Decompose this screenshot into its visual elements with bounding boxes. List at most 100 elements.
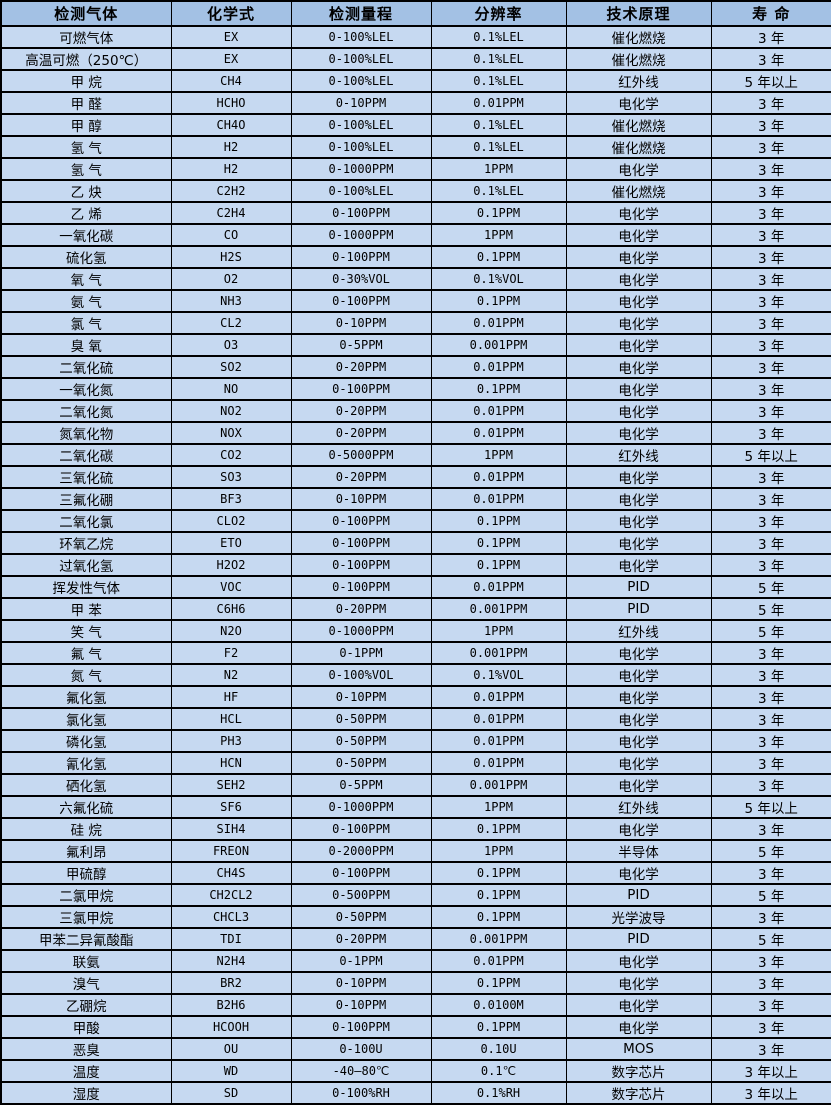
cell-formula: NOX	[170, 421, 292, 445]
column-header-technology: 技术原理	[565, 0, 712, 27]
cell-lifespan: 3 年	[710, 817, 831, 841]
cell-resolution: 0.01PPM	[430, 355, 567, 379]
cell-principle: 数字芯片	[565, 1059, 712, 1083]
cell-lifespan: 3 年	[710, 91, 831, 115]
cell-gas-name: 甲 苯	[0, 597, 172, 621]
cell-range: 0-50PPM	[290, 905, 432, 929]
cell-formula: CH2CL2	[170, 883, 292, 907]
cell-principle: 电化学	[565, 861, 712, 885]
cell-principle: 催化燃烧	[565, 179, 712, 203]
cell-gas-name: 氢 气	[0, 157, 172, 181]
table-row: 氧 气 O2 0-30%VOL 0.1%VOL 电化学 3 年	[0, 267, 831, 291]
table-row: 挥发性气体 VOC 0-100PPM 0.01PPM PID 5 年	[0, 575, 831, 599]
cell-range: 0-10PPM	[290, 971, 432, 995]
cell-resolution: 0.001PPM	[430, 773, 567, 797]
table-row: 三氯甲烷 CHCL3 0-50PPM 0.1PPM 光学波导 3 年	[0, 905, 831, 929]
cell-resolution: 0.1PPM	[430, 883, 567, 907]
cell-range: 0-5PPM	[290, 333, 432, 357]
table-row: 一氧化碳 CO 0-1000PPM 1PPM 电化学 3 年	[0, 223, 831, 247]
cell-resolution: 0.1%LEL	[430, 113, 567, 137]
cell-lifespan: 3 年	[710, 949, 831, 973]
cell-gas-name: 甲苯二异氰酸酯	[0, 927, 172, 951]
cell-range: 0-10PPM	[290, 685, 432, 709]
cell-range: 0-100U	[290, 1037, 432, 1061]
table-row: 甲 苯 C6H6 0-20PPM 0.001PPM PID 5 年	[0, 597, 831, 621]
cell-principle: 电化学	[565, 993, 712, 1017]
cell-resolution: 0.01PPM	[430, 751, 567, 775]
cell-resolution: 0.01PPM	[430, 707, 567, 731]
table-row: 六氟化硫 SF6 0-1000PPM 1PPM 红外线 5 年以上	[0, 795, 831, 819]
table-row: 恶臭 OU 0-100U 0.10U MOS 3 年	[0, 1037, 831, 1061]
cell-resolution: 0.01PPM	[430, 575, 567, 599]
cell-resolution: 0.10U	[430, 1037, 567, 1061]
cell-range: 0-20PPM	[290, 355, 432, 379]
table-row: 氯 气 CL2 0-10PPM 0.01PPM 电化学 3 年	[0, 311, 831, 335]
cell-range: 0-100PPM	[290, 289, 432, 313]
cell-formula: NO	[170, 377, 292, 401]
column-header-chemical-formula: 化学式	[170, 0, 292, 27]
cell-lifespan: 5 年以上	[710, 69, 831, 93]
table-row: 乙硼烷 B2H6 0-10PPM 0.0100M 电化学 3 年	[0, 993, 831, 1017]
cell-lifespan: 3 年	[710, 641, 831, 665]
cell-formula: C6H6	[170, 597, 292, 621]
table-row: 三氟化硼 BF3 0-10PPM 0.01PPM 电化学 3 年	[0, 487, 831, 511]
table-row: 可燃气体 EX 0-100%LEL 0.1%LEL 催化燃烧 3 年	[0, 25, 831, 49]
cell-lifespan: 3 年	[710, 1037, 831, 1061]
header-row: 检测气体 化学式 检测量程 分辨率 技术原理寿 命	[0, 0, 831, 27]
cell-formula: NO2	[170, 399, 292, 423]
cell-gas-name: 湿度	[0, 1081, 172, 1105]
cell-principle: 电化学	[565, 729, 712, 753]
cell-principle: 催化燃烧	[565, 113, 712, 137]
cell-gas-name: 二氧化氯	[0, 509, 172, 533]
cell-formula: CH4O	[170, 113, 292, 137]
cell-range: 0-1000PPM	[290, 795, 432, 819]
cell-resolution: 0.1%LEL	[430, 69, 567, 93]
cell-lifespan: 5 年	[710, 575, 831, 599]
cell-range: 0-100%LEL	[290, 113, 432, 137]
cell-principle: 电化学	[565, 267, 712, 291]
cell-range: 0-10PPM	[290, 91, 432, 115]
cell-formula: HCOOH	[170, 1015, 292, 1039]
cell-range: 0-100%LEL	[290, 25, 432, 49]
table-row: 二氧化氮 NO2 0-20PPM 0.01PPM 电化学 3 年	[0, 399, 831, 423]
cell-range: 0-5000PPM	[290, 443, 432, 467]
cell-resolution: 0.01PPM	[430, 421, 567, 445]
table-row: 二氧化硫 SO2 0-20PPM 0.01PPM 电化学 3 年	[0, 355, 831, 379]
cell-lifespan: 3 年	[710, 531, 831, 555]
cell-formula: H2S	[170, 245, 292, 269]
cell-principle: 电化学	[565, 553, 712, 577]
cell-resolution: 1PPM	[430, 443, 567, 467]
cell-lifespan: 5 年以上	[710, 443, 831, 467]
cell-resolution: 0.1%VOL	[430, 267, 567, 291]
column-header-detection-range: 检测量程	[290, 0, 432, 27]
table-row: 高温可燃（250℃） EX 0-100%LEL 0.1%LEL 催化燃烧 3 年	[0, 47, 831, 71]
cell-principle: 红外线	[565, 443, 712, 467]
cell-range: 0-20PPM	[290, 927, 432, 951]
cell-lifespan: 3 年以上	[710, 1059, 831, 1083]
cell-range: 0-20PPM	[290, 421, 432, 445]
cell-formula: HF	[170, 685, 292, 709]
cell-formula: F2	[170, 641, 292, 665]
cell-resolution: 0.1PPM	[430, 289, 567, 313]
cell-principle: 电化学	[565, 223, 712, 247]
cell-resolution: 0.1%LEL	[430, 179, 567, 203]
cell-principle: 电化学	[565, 465, 712, 489]
cell-lifespan: 5 年	[710, 883, 831, 907]
cell-resolution: 0.1PPM	[430, 245, 567, 269]
cell-lifespan: 3 年	[710, 179, 831, 203]
cell-lifespan: 3 年	[710, 509, 831, 533]
cell-gas-name: 三氟化硼	[0, 487, 172, 511]
cell-principle: 电化学	[565, 707, 712, 731]
cell-range: 0-100%LEL	[290, 135, 432, 159]
table-row: 甲 醇 CH4O 0-100%LEL 0.1%LEL 催化燃烧 3 年	[0, 113, 831, 137]
cell-range: 0-10PPM	[290, 487, 432, 511]
cell-formula: C2H2	[170, 179, 292, 203]
cell-principle: PID	[565, 575, 712, 599]
cell-formula: PH3	[170, 729, 292, 753]
cell-lifespan: 3 年	[710, 993, 831, 1017]
cell-principle: 电化学	[565, 289, 712, 313]
cell-formula: N2O	[170, 619, 292, 643]
cell-principle: 电化学	[565, 399, 712, 423]
cell-gas-name: 甲 烷	[0, 69, 172, 93]
table-row: 二氧化碳 CO2 0-5000PPM 1PPM 红外线 5 年以上	[0, 443, 831, 467]
